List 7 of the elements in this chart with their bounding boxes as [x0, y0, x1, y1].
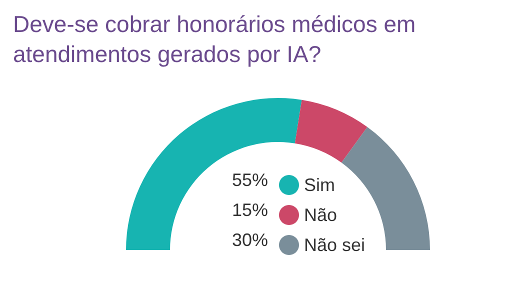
chart-title: Deve-se cobrar honorários médicos em atendimentos gerados por IA?	[13, 11, 422, 67]
legend-label: Não	[304, 205, 338, 225]
data-label: 30%	[232, 230, 268, 250]
data-label: 15%	[232, 200, 268, 220]
legend-label: Sim	[304, 175, 335, 195]
legend-label: Não sei	[304, 235, 366, 255]
data-label: 55%	[232, 170, 268, 190]
